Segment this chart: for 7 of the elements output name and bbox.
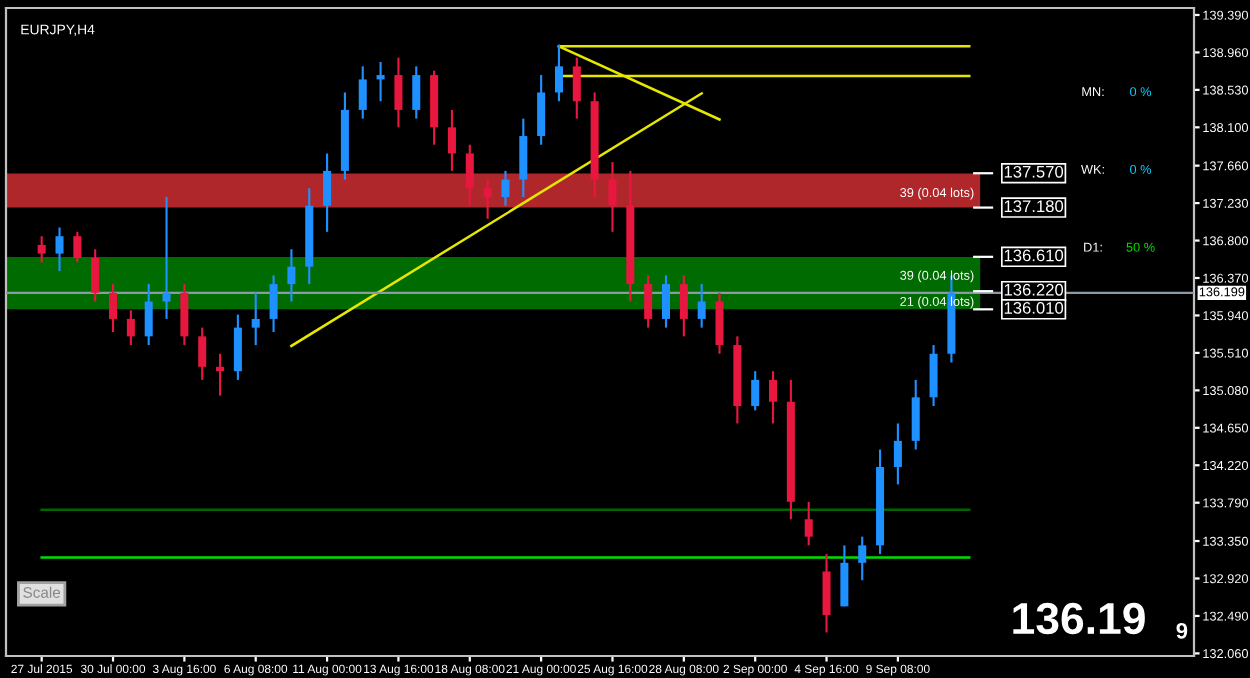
annotation: 137.180 [1004, 200, 1064, 213]
annotation: 137.570 [1004, 165, 1064, 178]
annotation: 136.220 [1004, 283, 1064, 296]
annotation: 9 [1176, 622, 1188, 639]
annotation: 136.010 [1004, 301, 1064, 314]
annotation: 136.610 [1004, 249, 1064, 262]
annotation: 136.19 [1013, 602, 1145, 635]
